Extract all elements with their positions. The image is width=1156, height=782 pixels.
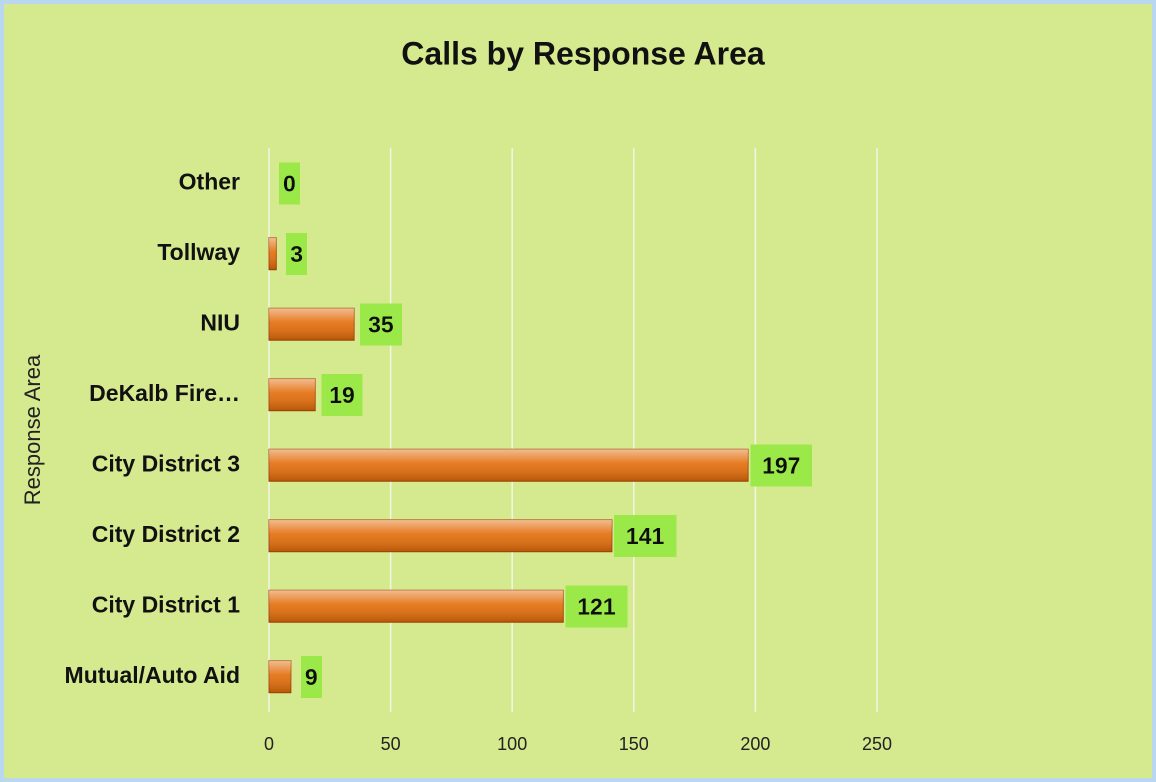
data-label: 197 [762, 452, 800, 478]
data-label: 121 [577, 593, 616, 619]
y-axis-label: Response Area [20, 354, 45, 505]
x-tick-label: 250 [862, 734, 892, 754]
y-tick-label: City District 2 [92, 521, 240, 547]
chart-title: Calls by Response Area [401, 35, 765, 71]
data-label: 141 [626, 523, 665, 549]
y-tick-label: City District 1 [92, 591, 240, 617]
bar [268, 307, 355, 341]
x-tick-label: 50 [381, 734, 401, 754]
x-tick-label: 0 [264, 734, 274, 754]
data-label: 19 [329, 382, 355, 408]
y-tick-label: DeKalb Fire… [89, 380, 240, 406]
x-tick-label: 100 [497, 734, 527, 754]
bar [268, 589, 564, 623]
bar [268, 237, 277, 271]
y-tick-label: City District 3 [92, 450, 240, 476]
data-label: 0 [283, 170, 296, 196]
bar [268, 660, 292, 694]
x-tick-label: 150 [619, 734, 649, 754]
data-label: 9 [305, 664, 318, 690]
bar [268, 448, 749, 482]
data-label: 3 [290, 241, 303, 267]
data-label: 35 [368, 311, 394, 337]
bar [268, 378, 316, 412]
y-tick-label: NIU [200, 309, 240, 335]
x-tick-label: 200 [740, 734, 770, 754]
bar [268, 519, 613, 553]
y-tick-label: Other [179, 168, 240, 194]
y-tick-label: Mutual/Auto Aid [65, 662, 240, 688]
y-tick-label: Tollway [157, 239, 240, 265]
